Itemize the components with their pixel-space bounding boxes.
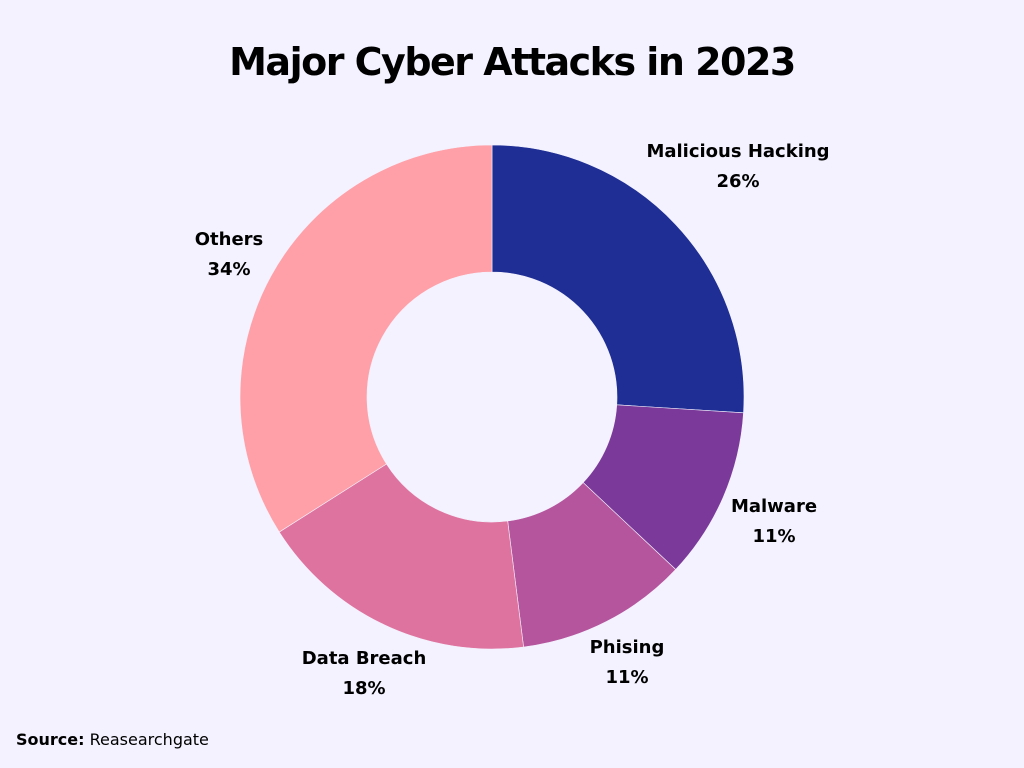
slice-label: Malware [730,496,818,517]
source-value: Reasearchgate [89,730,209,749]
label-phising: Phising 11% [590,633,665,693]
label-others: Others 34% [195,225,264,285]
source-label: Source: [16,730,85,749]
chart-title: Major Cyber Attacks in 2023 [229,40,796,84]
slice-label: Others [194,229,264,250]
label-malicious-hacking: Malicious Hacking 26% [646,137,829,197]
slice-value: 26% [716,171,760,192]
slice-malicious-hacking [491,144,745,414]
slice-others [239,144,493,533]
slice-label: Data Breach [301,648,427,669]
slice-value: 34% [207,259,251,280]
slice-label: Phising [589,637,665,658]
slice-data-breach [278,463,524,650]
slice-value: 18% [342,678,386,699]
slice-value: 11% [752,526,796,547]
label-malware: Malware 11% [731,492,817,552]
label-data-breach: Data Breach 18% [302,644,427,704]
slice-value: 11% [605,667,649,688]
source-note: Source: Reasearchgate [16,730,209,749]
slice-label: Malicious Hacking [646,141,830,162]
